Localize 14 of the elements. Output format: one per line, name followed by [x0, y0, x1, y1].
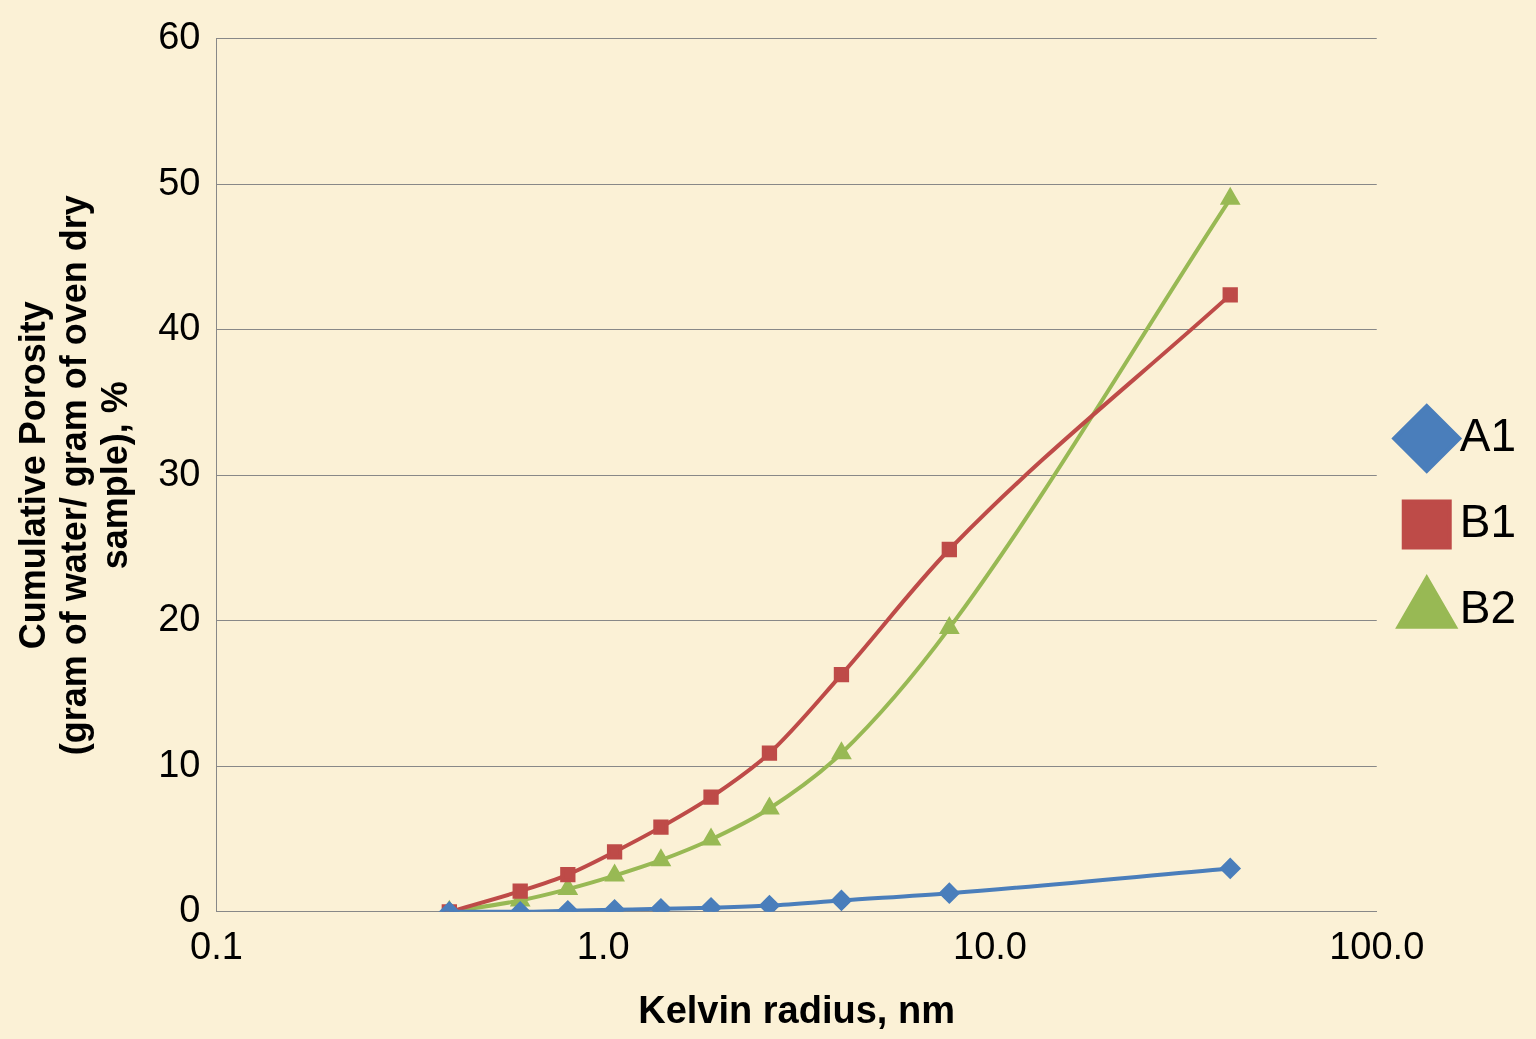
legend-label: A1	[1459, 409, 1516, 462]
y-tick-label: 50	[158, 160, 201, 203]
y-tick-label: 60	[158, 15, 201, 58]
y-axis-title: Cumulative Porosity (gram of water/ gram of oven dry sample), %	[11, 195, 136, 756]
legend-label: B2	[1459, 581, 1516, 634]
x-tick-label: 1.0	[576, 925, 630, 968]
x-tick-label: 10.0	[953, 925, 1027, 968]
y-tick-label: 30	[158, 451, 201, 494]
y-tick-label: 40	[158, 306, 201, 349]
y-tick-label: 20	[158, 597, 201, 640]
legend-label: B1	[1459, 495, 1516, 548]
x-tick-label: 100.0	[1329, 925, 1425, 968]
y-tick-label: 10	[158, 742, 201, 785]
x-axis-title: Kelvin radius, nm	[638, 988, 955, 1031]
